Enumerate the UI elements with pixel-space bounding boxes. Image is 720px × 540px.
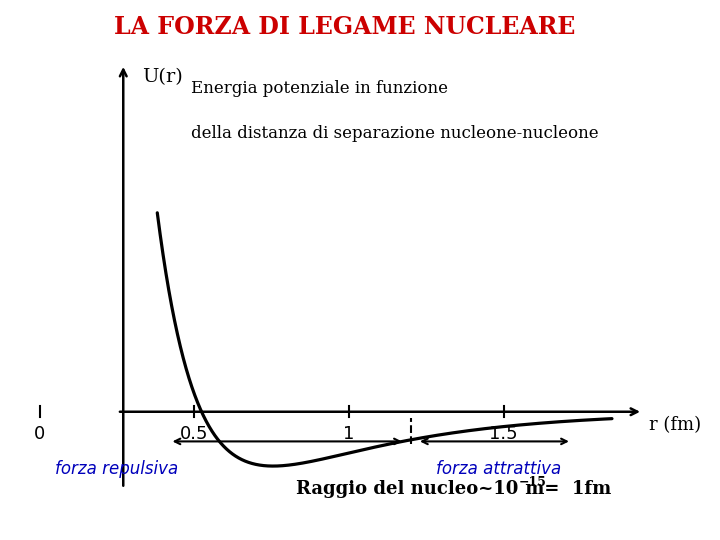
Text: forza attrattiva: forza attrattiva <box>436 460 561 478</box>
Text: U(r): U(r) <box>142 68 183 86</box>
Title: LA FORZA DI LEGAME NUCLEARE: LA FORZA DI LEGAME NUCLEARE <box>114 15 575 39</box>
Text: m=  1fm: m= 1fm <box>519 480 611 498</box>
Text: 0: 0 <box>34 426 45 443</box>
Text: r (fm): r (fm) <box>649 416 701 434</box>
Text: Energia potenziale in funzione: Energia potenziale in funzione <box>192 80 449 97</box>
Text: forza repulsiva: forza repulsiva <box>55 460 179 478</box>
Text: −15: −15 <box>519 476 547 489</box>
Text: 1.5: 1.5 <box>490 426 518 443</box>
Text: 1: 1 <box>343 426 355 443</box>
Text: della distanza di separazione nucleone-nucleone: della distanza di separazione nucleone-n… <box>192 125 599 141</box>
Text: 0.5: 0.5 <box>180 426 209 443</box>
Text: Raggio del nucleo~10: Raggio del nucleo~10 <box>296 480 518 498</box>
